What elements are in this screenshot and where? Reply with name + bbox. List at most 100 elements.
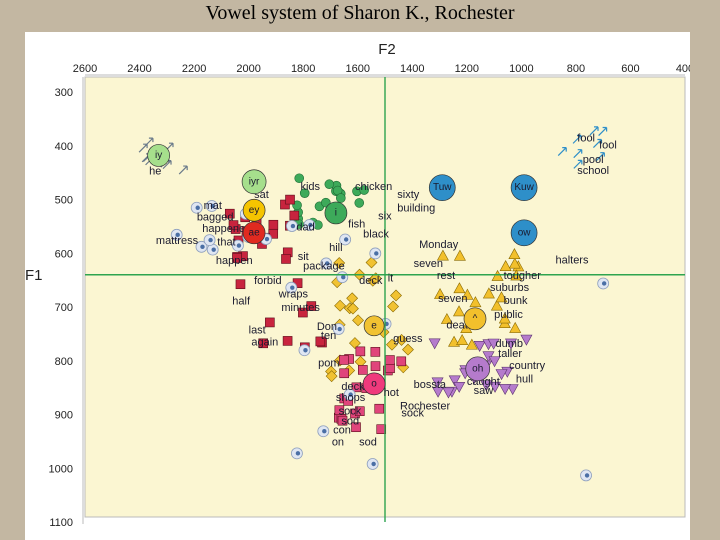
- vowel-mean-label: oh: [472, 363, 483, 374]
- vowel-mean-marker: [242, 198, 266, 222]
- token-mark: [396, 356, 407, 367]
- token-mark: [265, 317, 275, 328]
- token-mark: [491, 269, 504, 281]
- token-mark: [432, 386, 445, 398]
- token-mark: [390, 289, 402, 302]
- vowel-mean-marker: [428, 174, 456, 202]
- token-mark: [264, 236, 270, 242]
- x-tick-label: 2600: [73, 63, 97, 75]
- token-mark: [387, 300, 399, 313]
- token-mark: [324, 261, 330, 266]
- y-axis-title: F1: [25, 267, 43, 284]
- token-mark: [598, 126, 608, 136]
- token-mark: [359, 185, 369, 195]
- token-mark: [453, 249, 466, 261]
- vowel-mean-label: ow: [518, 227, 532, 238]
- token-mark: [208, 237, 213, 243]
- token-mark: [210, 203, 215, 209]
- token-mark: [339, 368, 349, 379]
- word-label: hot: [384, 387, 399, 399]
- token-mark: [280, 199, 290, 210]
- y-tick-label: 500: [55, 195, 73, 207]
- token-mark: [595, 152, 605, 162]
- crosshair: [85, 77, 685, 522]
- token-mark: [557, 146, 567, 157]
- token-mark: [573, 159, 583, 169]
- token-mark: [436, 249, 449, 261]
- token-mark: [354, 406, 365, 416]
- token-mark: [195, 205, 200, 210]
- token-mark: [337, 326, 342, 332]
- token-mark: [325, 370, 338, 383]
- word-label: fish: [348, 219, 365, 231]
- chart-panel: 2600 2400 2200 2000 1800 1600 1400 1200 1000 800 6…: [25, 32, 690, 540]
- vowel-mean-label: Kuw: [514, 182, 534, 193]
- x-tick-label: 1400: [400, 63, 424, 75]
- y-tick-label: 600: [55, 248, 73, 260]
- word-label: building: [397, 203, 435, 215]
- word-label: bunk: [504, 295, 528, 307]
- token-mark: [289, 210, 300, 221]
- token-mark: [285, 194, 295, 205]
- word-label: school: [577, 165, 609, 177]
- token-mark: [395, 334, 408, 346]
- word-label: con: [333, 425, 351, 437]
- word-label: fool: [577, 133, 595, 145]
- token-mark: [442, 387, 455, 399]
- token-mark: [402, 343, 414, 356]
- token-mark: [495, 369, 508, 381]
- token-mark: [348, 392, 353, 397]
- token-mark: [488, 356, 501, 368]
- x-tick-label: 2400: [127, 63, 151, 75]
- token-mark: [520, 334, 533, 346]
- word-label: country: [509, 360, 546, 372]
- word-label: Rochester: [400, 400, 450, 412]
- token-mark: [495, 291, 508, 303]
- token-mark: [374, 251, 379, 256]
- token-mark: [490, 299, 503, 311]
- token-mark: [228, 220, 239, 230]
- word-label: dumb: [495, 338, 523, 350]
- token-mark: [506, 384, 519, 396]
- token-mark: [480, 380, 493, 392]
- vowel-mean-marker: [465, 356, 491, 382]
- token-mark: [385, 355, 395, 365]
- token-mark: [336, 193, 346, 203]
- token-mark: [498, 312, 511, 324]
- x-tick-label: 2000: [236, 63, 260, 75]
- vowel-mean-marker: [147, 144, 170, 167]
- word-label: mattress: [156, 235, 199, 247]
- token-mark: [144, 137, 154, 147]
- token-mark: [334, 299, 347, 312]
- token-mark: [224, 208, 235, 219]
- token-mark: [428, 338, 441, 350]
- word-label: deck: [359, 275, 383, 287]
- word-label: sod: [341, 415, 359, 427]
- vowel-mean-marker: [463, 307, 487, 331]
- token-mark: [504, 338, 518, 350]
- token-mark: [453, 305, 466, 317]
- token-mark: [343, 237, 349, 242]
- vowel-mean-label: Tuw: [433, 182, 452, 193]
- word-label: minutes: [281, 302, 320, 314]
- word-label: sock: [339, 406, 362, 418]
- word-label: halters: [555, 255, 589, 267]
- y-tick-label: 700: [55, 302, 73, 314]
- x-axis-title: F2: [378, 41, 396, 58]
- word-label: happen: [216, 255, 253, 267]
- word-label: he: [149, 165, 161, 177]
- token-mark: [303, 348, 308, 353]
- token-mark: [290, 223, 296, 229]
- token-mark: [572, 134, 582, 144]
- word-label: last: [249, 325, 266, 337]
- x-tick-label: 2200: [182, 63, 206, 75]
- x-tick-label: 1000: [509, 63, 533, 75]
- token-mark: [175, 232, 180, 238]
- vowel-mean-label: e: [371, 320, 377, 331]
- token-mark: [584, 473, 590, 478]
- word-label: sod: [359, 436, 377, 448]
- word-label: ten: [321, 330, 336, 342]
- token-mark: [282, 336, 293, 346]
- word-label: sock: [401, 407, 424, 419]
